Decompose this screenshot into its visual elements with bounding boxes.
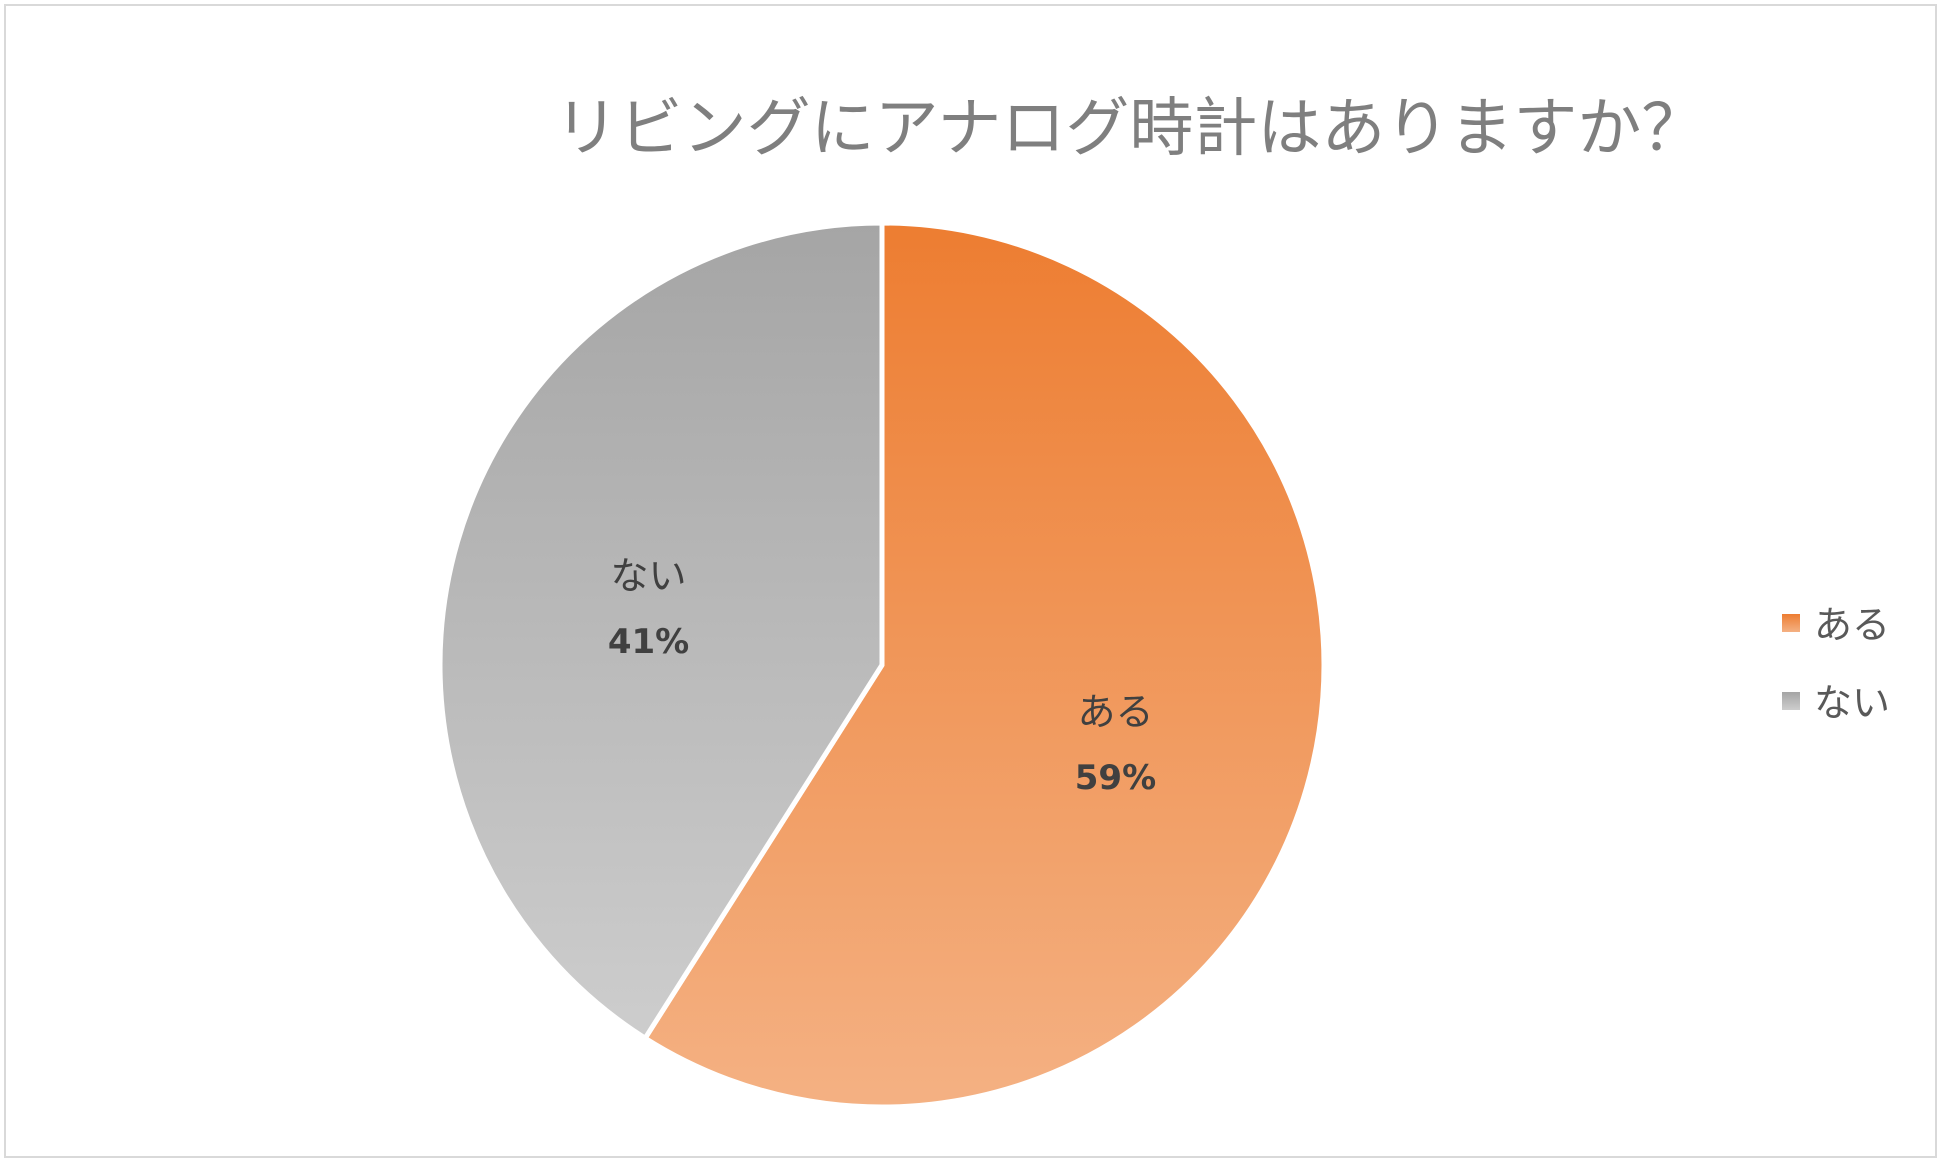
pie-slices (437, 220, 1327, 1110)
chart-title: リビングにアナログ時計はありますか？ (555, 92, 1706, 166)
slice-percent-label: 41% (608, 622, 689, 662)
legend-swatch (1782, 614, 1800, 632)
data-labels: ある 59% ない 41% (608, 554, 1156, 798)
slice-category-label: ない (611, 554, 687, 598)
slice-category-label: ある (1077, 690, 1153, 734)
pie-slice-nai (437, 220, 885, 1041)
legend-label: ない (1814, 681, 1890, 725)
legend-swatch (1782, 692, 1800, 710)
pie-slice-aru (642, 220, 1327, 1110)
slice-percent-label: 59% (1075, 758, 1156, 798)
legend-label: ある (1814, 603, 1890, 647)
